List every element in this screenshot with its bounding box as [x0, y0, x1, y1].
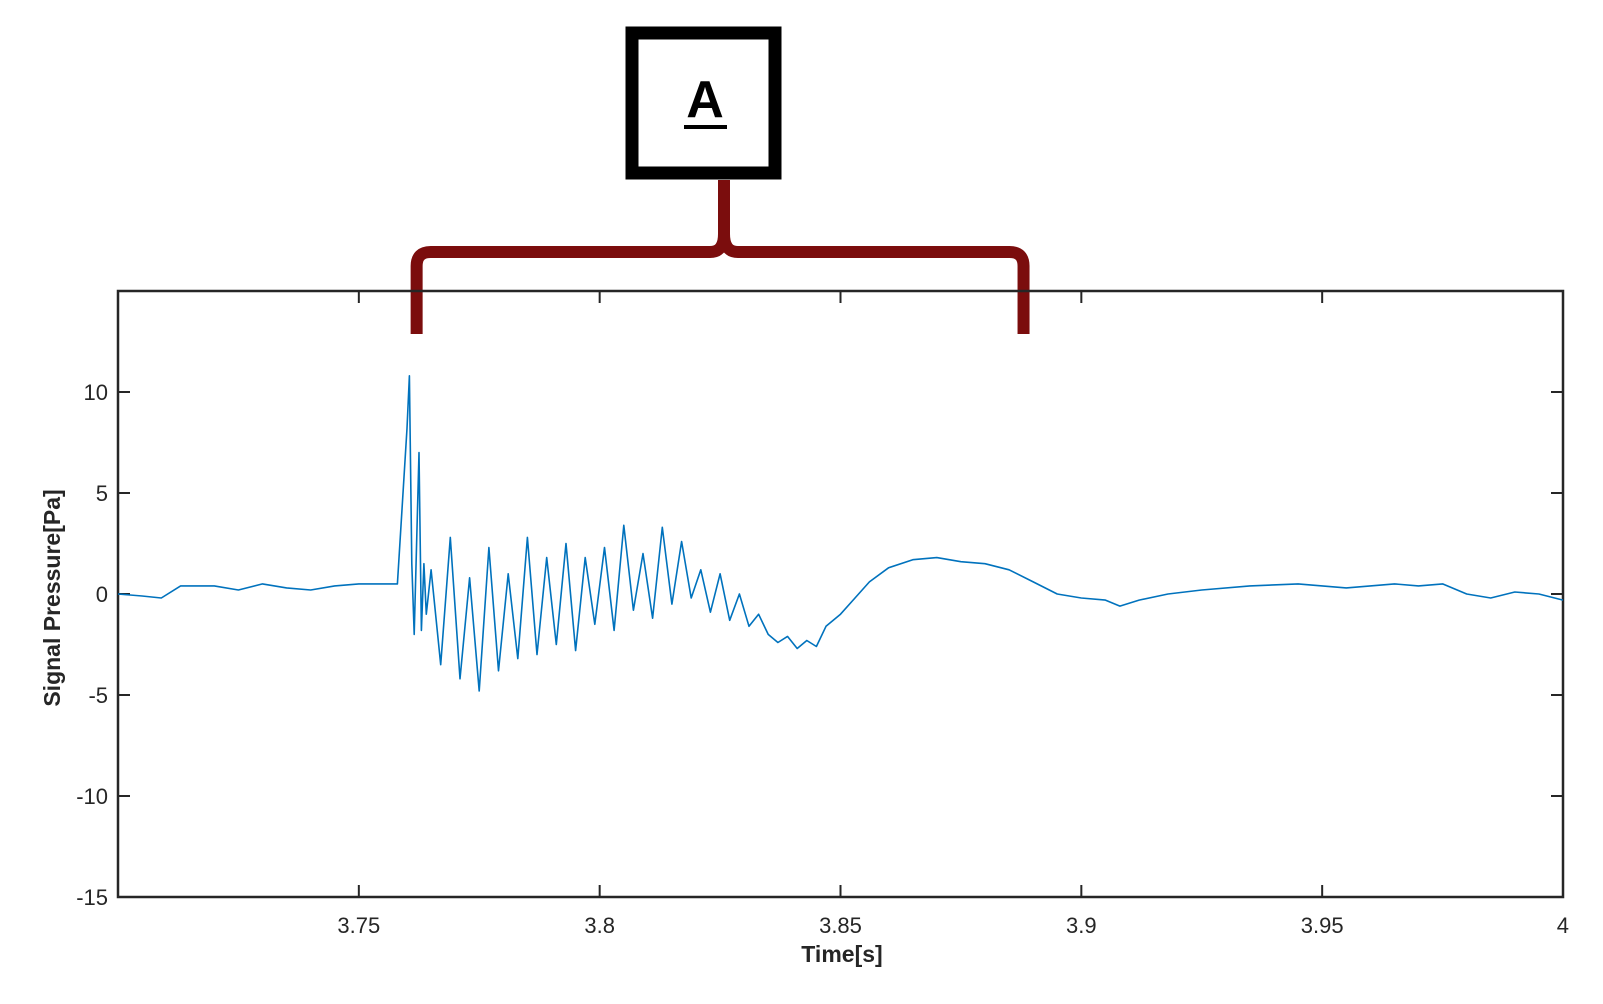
annotation-label: A — [686, 71, 724, 129]
y-tick-label: -15 — [76, 885, 108, 910]
y-tick-label: -10 — [76, 784, 108, 809]
axis-ticks — [118, 291, 1564, 898]
y-tick-labels: 10 5 0 -5 -10 -15 — [76, 380, 108, 910]
y-tick-label: 10 — [84, 380, 108, 405]
x-tick-labels: 3.75 3.8 3.85 3.9 3.95 4 — [337, 913, 1569, 938]
x-tick-label: 3.8 — [584, 913, 615, 938]
signal-series-line — [117, 375, 1564, 692]
y-tick-label: 0 — [96, 582, 108, 607]
annotation-box — [625, 26, 782, 180]
x-tick-label: 3.95 — [1301, 913, 1344, 938]
x-tick-label: 3.9 — [1066, 913, 1097, 938]
x-axis-label: Time[s] — [801, 941, 882, 967]
x-tick-label: 3.75 — [337, 913, 380, 938]
x-tick-label: 3.85 — [819, 913, 862, 938]
y-tick-label: -5 — [88, 683, 108, 708]
x-tick-label: 4 — [1557, 913, 1569, 938]
y-tick-label: 5 — [96, 481, 108, 506]
annotation-bracket — [410, 180, 1030, 334]
plot-area-frame — [116, 289, 1565, 899]
y-axis-label: Signal Pressure[Pa] — [39, 489, 65, 706]
